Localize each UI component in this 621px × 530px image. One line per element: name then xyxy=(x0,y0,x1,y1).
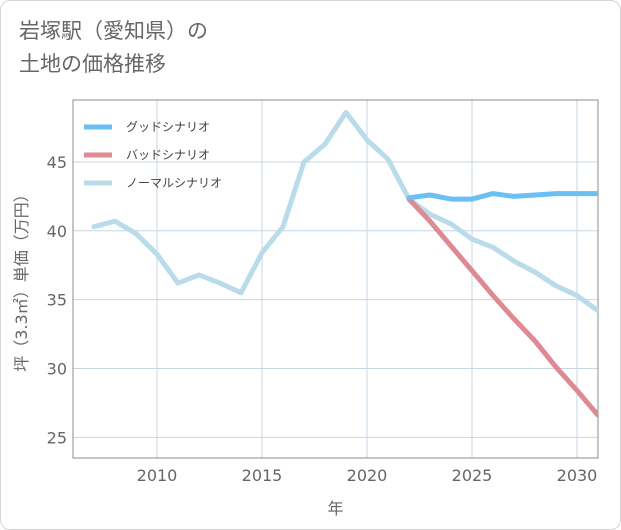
series-line xyxy=(406,196,598,418)
plot-frame xyxy=(72,99,599,459)
x-tick-label: 2025 xyxy=(452,466,493,485)
chart-title: 岩塚駅（愛知県）の 土地の価格推移 xyxy=(19,15,208,81)
plot-border xyxy=(72,99,599,459)
y-tick-label: 30 xyxy=(47,360,67,379)
x-axis-label: 年 xyxy=(327,499,343,518)
series-line xyxy=(91,109,598,314)
y-tick-label: 40 xyxy=(47,222,67,241)
x-tick-label: 2010 xyxy=(137,466,178,485)
y-tick-label: 35 xyxy=(47,291,67,310)
y-tick-label: 45 xyxy=(47,153,67,172)
axis-ticks: 2010 2015 2020 2025 2030 25 30 35 40 45 xyxy=(47,153,598,485)
chart-title-line1: 岩塚駅（愛知県）の xyxy=(19,19,208,43)
x-tick-label: 2030 xyxy=(557,466,598,485)
series-lines xyxy=(91,109,598,418)
grid-lines xyxy=(73,100,598,458)
series-line xyxy=(406,191,598,202)
x-tick-label: 2020 xyxy=(347,466,388,485)
y-tick-label: 25 xyxy=(47,428,67,447)
legend-label: バッドシナリオ xyxy=(126,148,210,162)
legend-label: ノーマルシナリオ xyxy=(126,176,222,190)
chart-title-line2: 土地の価格推移 xyxy=(19,52,166,76)
x-tick-label: 2015 xyxy=(242,466,283,485)
y-axis-label: 坪（3.3㎡）単価（万円） xyxy=(12,186,31,371)
legend-label: グッドシナリオ xyxy=(126,120,210,134)
